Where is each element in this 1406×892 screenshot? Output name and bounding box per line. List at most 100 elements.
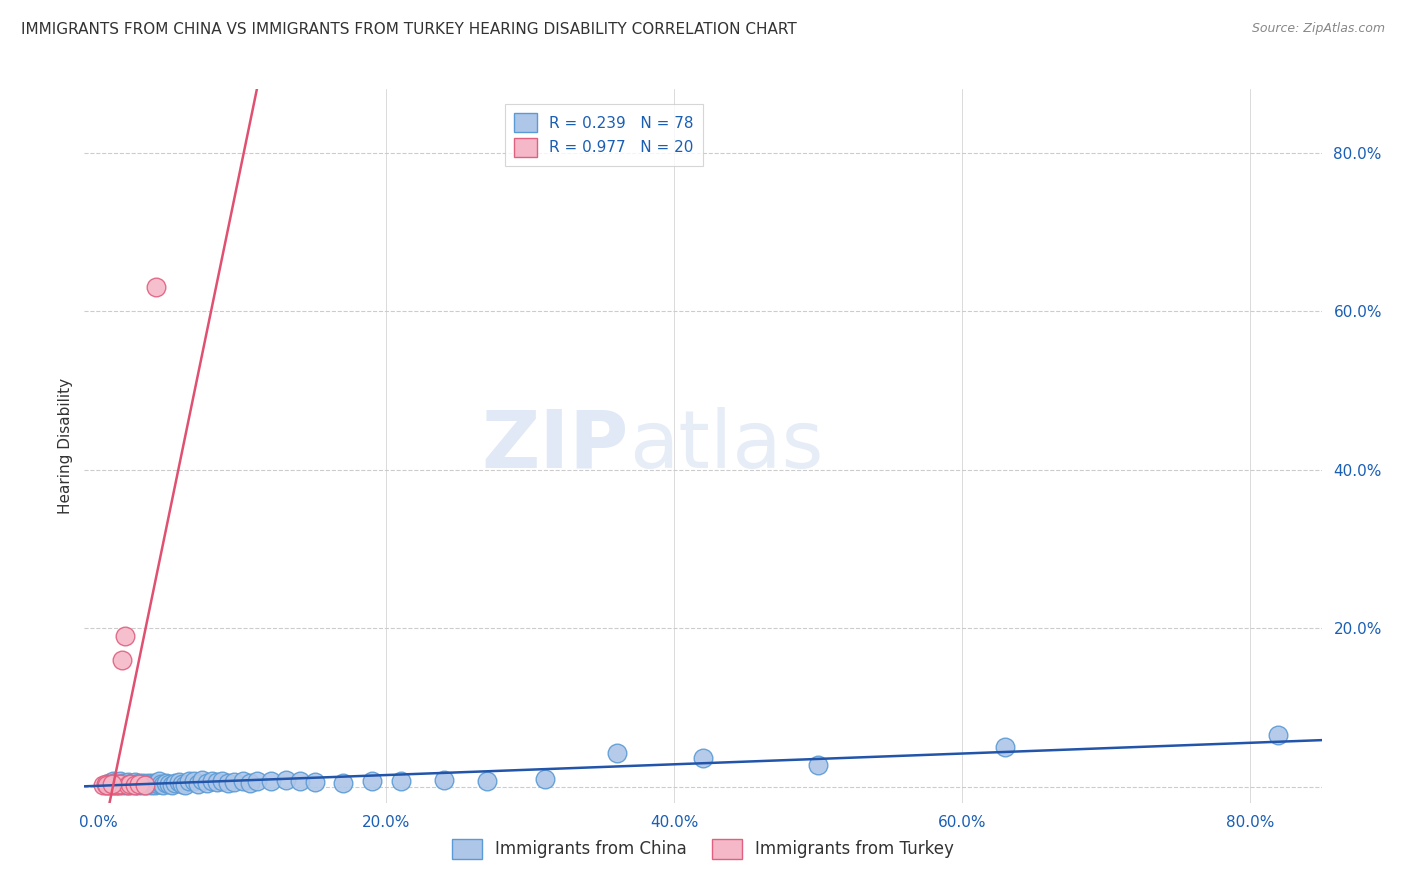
Point (103, 777, 125, 791)
Point (129, 777, 152, 791)
Point (100, 778, 122, 792)
Legend: Immigrants from China, Immigrants from Turkey: Immigrants from China, Immigrants from T… (446, 832, 960, 866)
Point (117, 778, 139, 792)
Point (361, 774, 384, 789)
Point (98, 777, 121, 791)
Point (107, 778, 129, 792)
Point (101, 773, 124, 788)
Point (110, 777, 132, 791)
Point (97, 778, 120, 792)
Point (1267, 728, 1289, 742)
Point (96, 778, 118, 792)
Point (97, 776, 120, 790)
Point (433, 772, 456, 787)
Point (389, 773, 412, 788)
Point (195, 776, 218, 790)
Point (174, 778, 197, 792)
Point (217, 776, 239, 790)
Point (128, 776, 150, 790)
Point (108, 778, 131, 792)
Point (994, 740, 1017, 755)
Point (131, 778, 153, 792)
Point (332, 776, 354, 790)
Point (187, 777, 209, 791)
Point (149, 777, 172, 791)
Point (222, 775, 245, 789)
Point (142, 777, 165, 791)
Point (692, 750, 714, 764)
Point (145, 776, 167, 790)
Point (288, 774, 311, 789)
Point (211, 773, 233, 788)
Point (606, 746, 628, 760)
Point (111, 778, 134, 792)
Point (122, 777, 145, 791)
Point (152, 778, 174, 792)
Point (100, 777, 122, 791)
Point (260, 774, 283, 789)
Point (134, 777, 156, 791)
Point (201, 774, 224, 789)
Point (118, 777, 141, 791)
Point (148, 774, 170, 789)
Point (112, 776, 135, 790)
Point (138, 777, 160, 791)
Point (103, 777, 125, 791)
Point (125, 777, 148, 791)
Point (132, 776, 155, 790)
Point (160, 778, 183, 792)
Point (136, 776, 159, 790)
Point (205, 775, 228, 789)
Point (120, 777, 142, 791)
Point (143, 778, 166, 792)
Point (169, 775, 191, 789)
Point (172, 777, 194, 791)
Point (111, 653, 134, 667)
Point (191, 772, 214, 787)
Point (155, 776, 177, 790)
Point (239, 776, 262, 790)
Point (110, 777, 132, 791)
Point (108, 776, 131, 790)
Point (124, 778, 146, 792)
Point (114, 777, 136, 791)
Point (477, 773, 499, 788)
Point (127, 778, 149, 792)
Text: ZIP: ZIP (481, 407, 628, 485)
Point (121, 776, 143, 790)
Point (232, 774, 254, 789)
Point (145, 280, 167, 294)
Point (157, 777, 180, 791)
Point (117, 776, 139, 790)
Y-axis label: Hearing Disability: Hearing Disability (58, 378, 73, 514)
Point (114, 629, 136, 643)
Point (117, 775, 139, 789)
Point (139, 778, 162, 792)
Text: IMMIGRANTS FROM CHINA VS IMMIGRANTS FROM TURKEY HEARING DISABILITY CORRELATION C: IMMIGRANTS FROM CHINA VS IMMIGRANTS FROM… (21, 22, 797, 37)
Point (110, 774, 132, 789)
Point (146, 777, 169, 791)
Point (141, 776, 163, 790)
Point (183, 774, 205, 789)
Point (105, 775, 128, 789)
Point (91, 778, 114, 792)
Point (124, 778, 146, 792)
Point (105, 778, 128, 792)
Point (807, 757, 830, 772)
Point (101, 776, 124, 790)
Point (274, 772, 297, 787)
Text: Source: ZipAtlas.com: Source: ZipAtlas.com (1251, 22, 1385, 36)
Point (94, 777, 117, 791)
Point (115, 778, 138, 792)
Point (246, 773, 269, 788)
Point (98, 777, 121, 791)
Point (304, 775, 326, 789)
Point (124, 775, 146, 789)
Point (135, 778, 157, 792)
Point (101, 778, 124, 792)
Point (128, 777, 150, 791)
Point (94, 778, 117, 792)
Point (533, 772, 555, 786)
Point (107, 777, 129, 791)
Point (179, 773, 201, 788)
